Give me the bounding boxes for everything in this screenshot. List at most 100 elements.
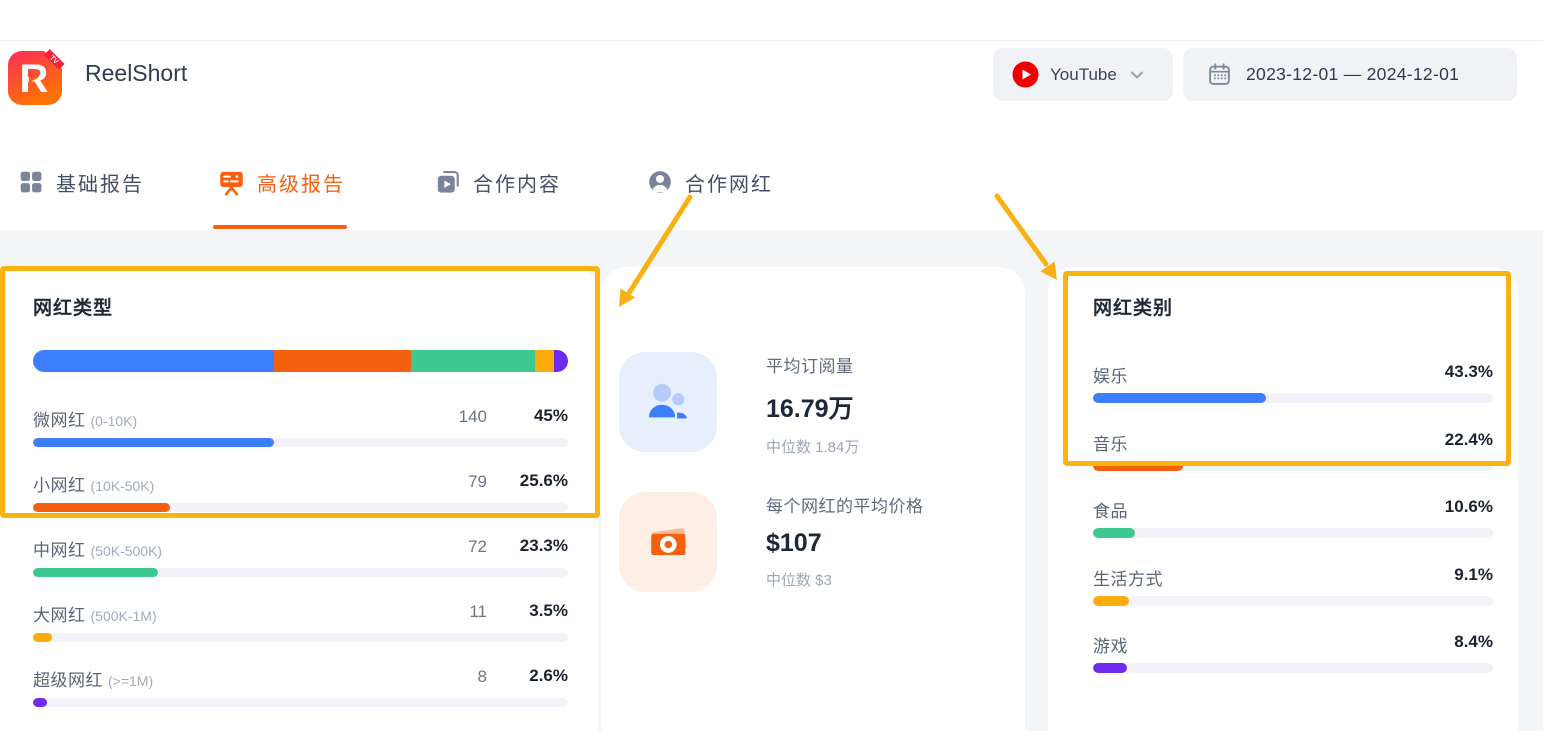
svg-text:TV: TV [48,54,60,66]
type-count: 140 [458,407,487,426]
influencer-type-row: 小网红 (10K-50K) 79 25.6% [33,471,568,521]
influencer-types-stacked-bar [33,350,568,372]
influencer-types-title: 网红类型 [33,298,114,319]
stat-value: $107 [766,529,822,557]
type-label: 大网红 [33,606,86,625]
category-percent: 43.3% [1444,362,1493,381]
type-count: 79 [468,472,487,491]
type-bar-fill [33,698,47,707]
stat-value: 16.79万 [766,395,854,423]
tab-basic-report[interactable]: 基础报告 [18,134,144,230]
influencer-category-row: 娱乐 43.3% [1093,362,1493,410]
influencer-type-row: 微网红 (0-10K) 140 45% [33,406,568,456]
influencer-type-row: 大网红 (500K-1M) 11 3.5% [33,601,568,651]
tab-bar: 基础报告 高级报告 [0,134,1543,230]
type-range: (500K-1M) [90,608,157,624]
stacked-segment [410,350,536,372]
category-bar-track [1093,528,1493,538]
category-bar-fill [1093,393,1267,403]
youtube-icon [1012,61,1039,88]
influencer-categories-title: 网红类别 [1093,298,1174,319]
stacked-segment [33,350,274,372]
stacked-segment [554,350,568,372]
reelshort-logo-icon: TV R [8,48,65,105]
date-range-picker[interactable]: 2023-12-01 — 2024-12-01 [1183,48,1517,101]
type-count: 8 [477,667,487,686]
stat-median: 中位数 $3 [766,572,832,589]
category-label: 音乐 [1093,434,1128,454]
type-bar-track [33,568,568,577]
influencer-category-row: 食品 10.6% [1093,497,1493,545]
calendar-icon [1209,63,1230,85]
type-bar-fill [33,633,52,642]
category-bar-track [1093,663,1493,673]
category-bar-track [1093,393,1493,403]
presentation-icon [218,169,245,196]
app-title: ReelShort [85,60,188,86]
category-bar-fill [1093,595,1130,606]
stacked-segment [535,350,555,372]
tab-collab-content[interactable]: 合作内容 [435,134,561,230]
type-range: (>=1M) [108,673,154,689]
stat-median: 中位数 1.84万 [766,439,860,456]
type-percent: 2.6% [529,666,568,685]
type-count: 72 [468,537,487,556]
influencer-category-row: 音乐 22.4% [1093,430,1493,478]
type-bar-fill [33,438,274,447]
video-icon [435,169,461,195]
category-label: 游戏 [1093,637,1128,656]
influencer-types-card: 网红类型 微网红 (0-10K) 140 45% 小网红 (10K-50K) 79 25.6%… [0,267,598,731]
type-bar-track [33,503,568,512]
avg-subscribers-stat: 平均订阅量 16.79万 中位数 1.84万 [619,352,1009,456]
grid-icon [18,169,44,195]
category-bar-track [1093,595,1493,606]
type-label: 微网红 [33,411,86,430]
category-bar-fill [1093,663,1127,673]
header: TV R ReelShort YouTube [0,0,1543,134]
header-divider [0,40,1543,41]
influencer-type-row: 超级网红 (>=1M) 8 2.6% [33,666,568,716]
avg-price-stat: 每个网红的平均价格 $107 中位数 $3 [619,492,1009,592]
type-label: 中网红 [33,541,86,560]
stat-label: 每个网红的平均价格 [766,497,924,516]
category-percent: 10.6% [1444,497,1493,516]
platform-selector[interactable]: YouTube [993,48,1173,101]
stats-card: 平均订阅量 16.79万 中位数 1.84万 每个网红的平均价格 $107 中位… [601,267,1025,731]
category-bar-fill [1093,528,1136,538]
category-label: 娱乐 [1093,367,1128,386]
stacked-segment [273,350,411,372]
category-label: 食品 [1093,502,1128,521]
tab-collab-influencers[interactable]: 合作网红 [647,134,773,230]
category-label: 生活方式 [1093,569,1163,589]
category-percent: 22.4% [1444,429,1493,449]
type-percent: 3.5% [529,601,568,620]
type-bar-track [33,698,568,707]
type-percent: 45% [533,406,568,425]
type-percent: 25.6% [519,471,568,490]
date-range-text: 2023-12-01 — 2024-12-01 [1246,64,1460,84]
type-range: (50K-500K) [90,543,163,559]
subscribers-icon [619,352,717,452]
user-icon [647,169,673,195]
influencer-type-row: 中网红 (50K-500K) 72 23.3% [33,536,568,586]
type-bar-track [33,438,568,447]
influencer-categories-card: 网红类别 娱乐 43.3% 音乐 22.4% 食品 10.6% 生活方式 9.1% 游戏 8.4% [1048,267,1518,731]
price-icon [619,492,717,592]
tab-advanced-report[interactable]: 高级报告 [213,134,347,230]
type-bar-track [33,633,568,642]
category-bar-fill [1093,460,1183,471]
influencer-category-row: 游戏 8.4% [1093,632,1493,680]
type-label: 小网红 [33,476,86,495]
influencer-category-row: 生活方式 9.1% [1093,565,1493,613]
category-percent: 9.1% [1454,564,1493,584]
chevron-down-icon [1129,67,1145,83]
type-bar-fill [33,503,170,512]
type-range: (0-10K) [90,413,138,429]
type-bar-fill [33,568,158,577]
category-bar-track [1093,460,1493,471]
type-percent: 23.3% [519,536,568,555]
type-label: 超级网红 [33,671,103,690]
category-percent: 8.4% [1454,632,1493,651]
type-range: (10K-50K) [90,478,155,494]
